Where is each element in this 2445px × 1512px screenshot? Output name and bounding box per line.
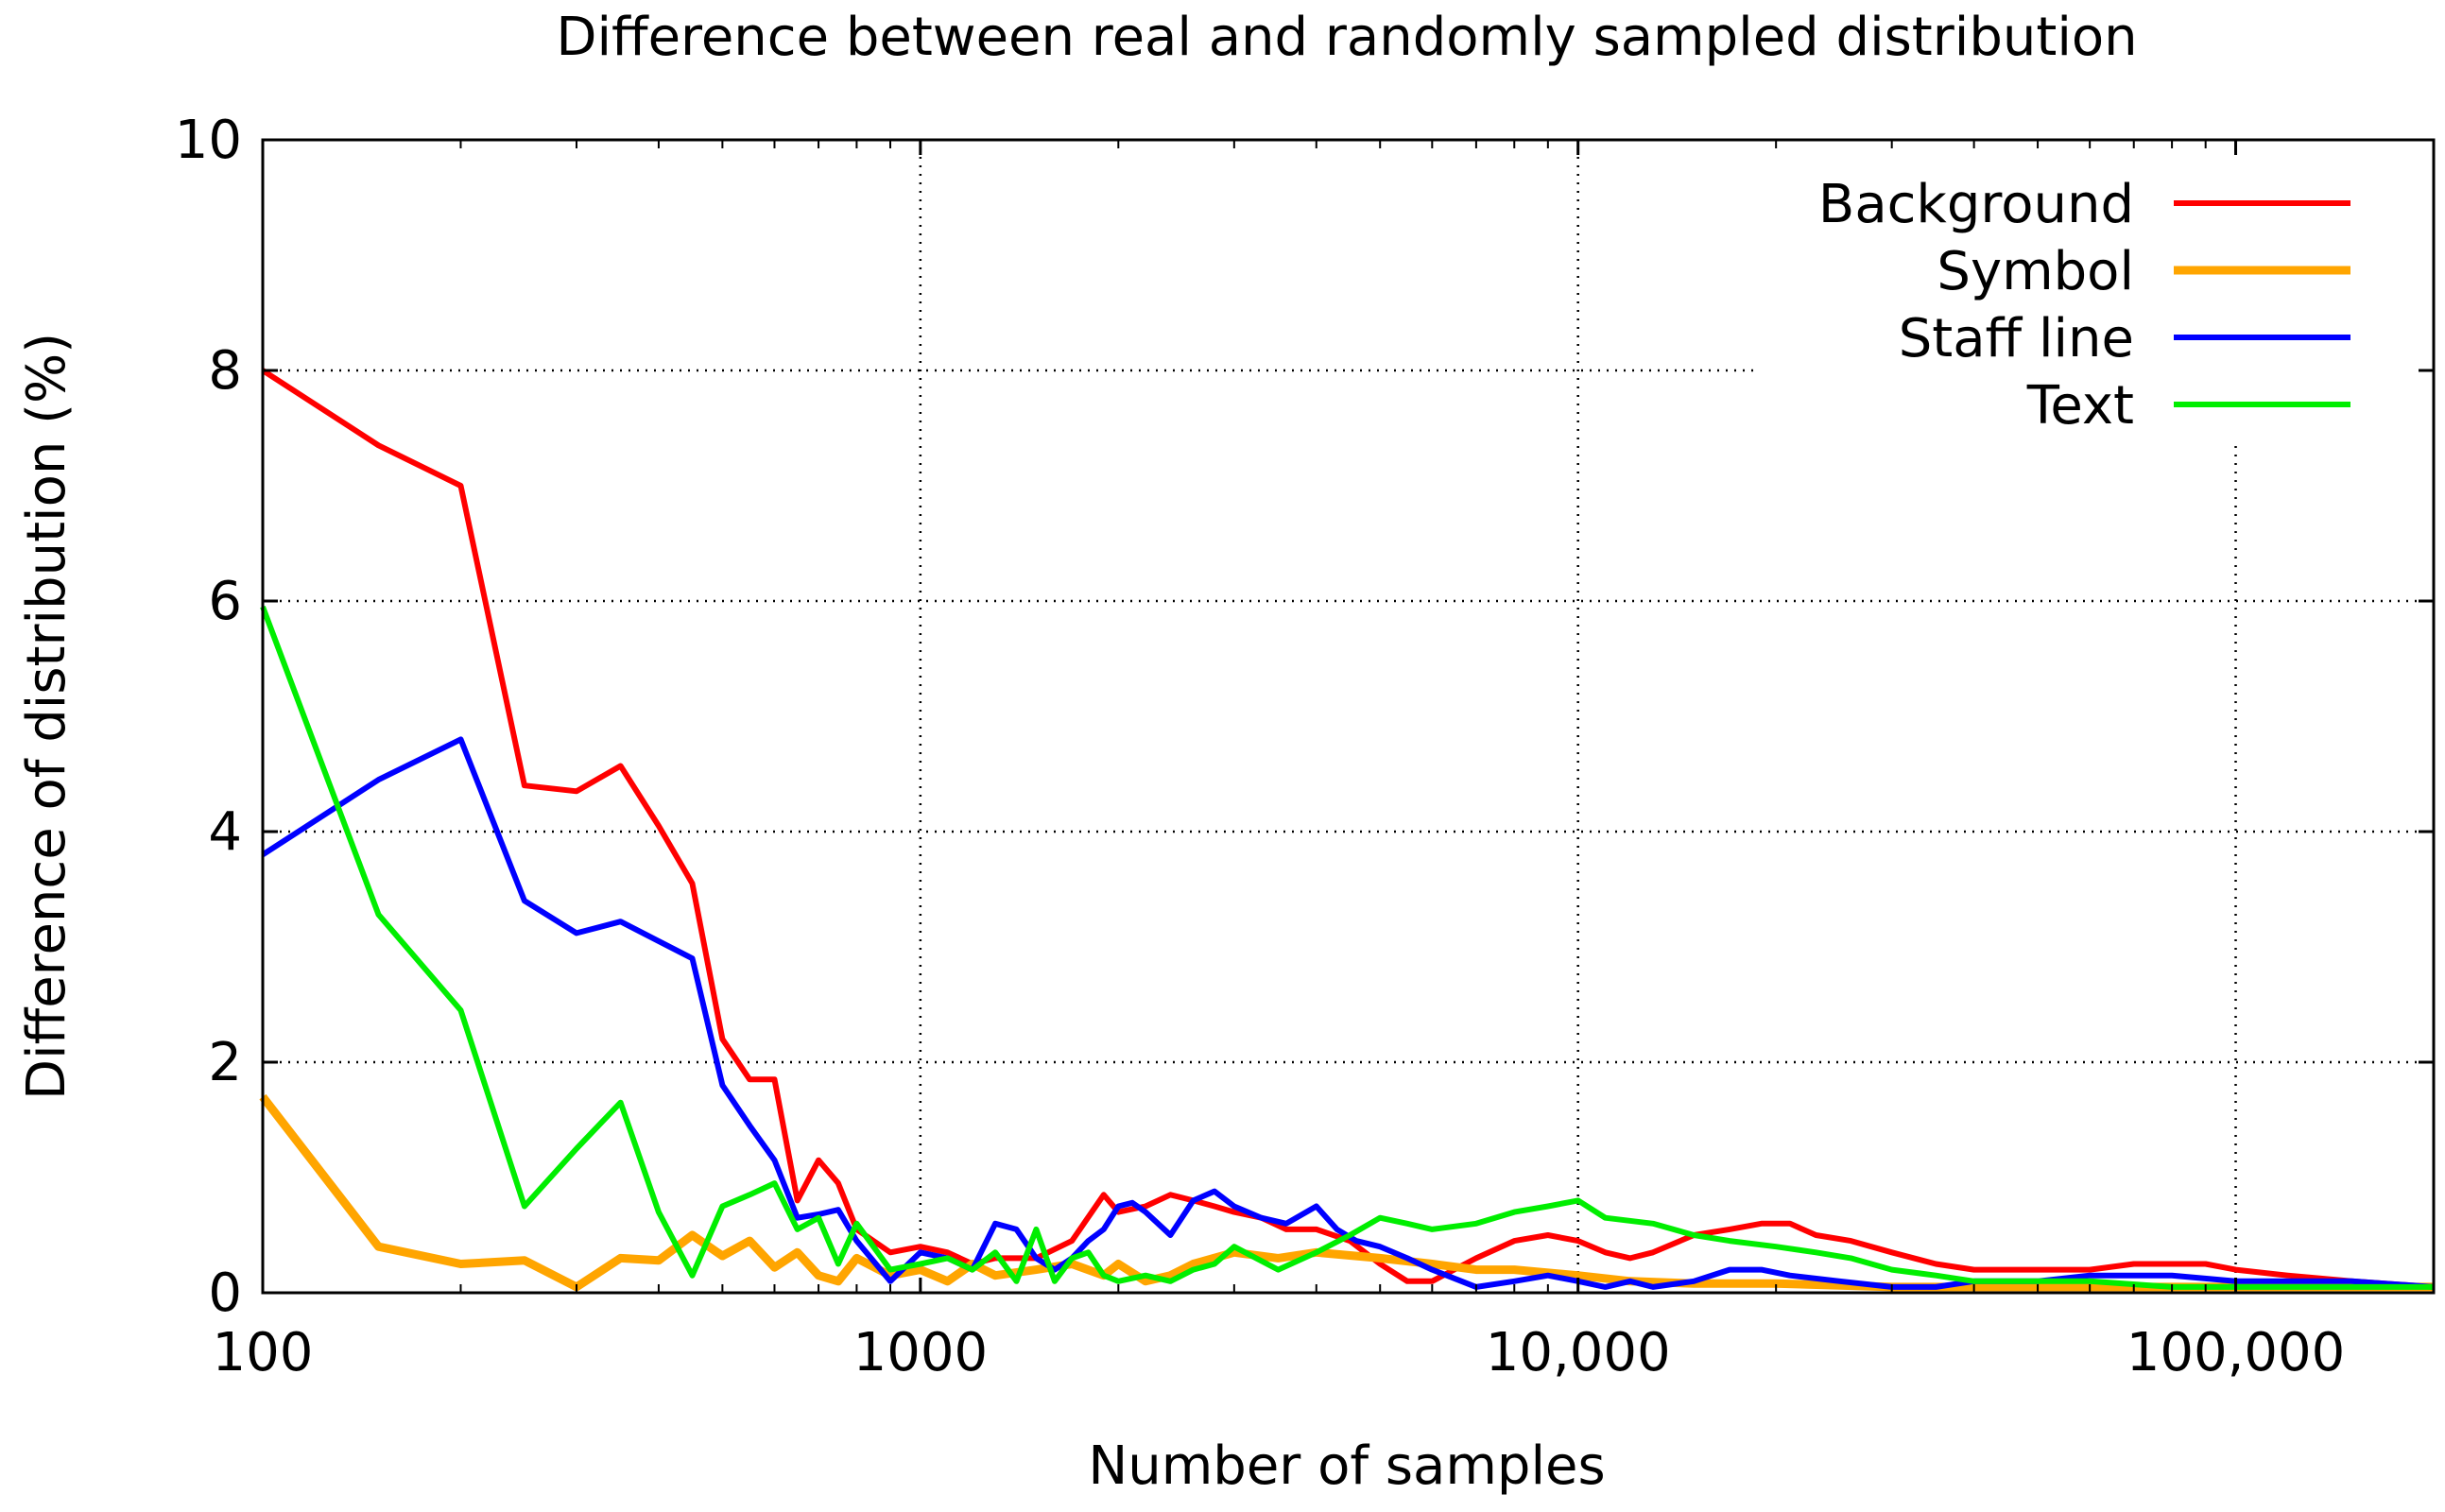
- y-tick-label: 4: [208, 801, 242, 863]
- series-line-staff-line: [261, 736, 2435, 1290]
- plot-area-frame: [261, 138, 2436, 1295]
- chart-title: Difference between real and randomly sam…: [556, 7, 2137, 68]
- grid: [263, 140, 2434, 1293]
- series-line-text: [260, 606, 2434, 1290]
- series-line-symbol: [259, 1093, 2434, 1292]
- x-axis-label: Number of samples: [1088, 1435, 1605, 1497]
- y-tick-label: 6: [208, 571, 242, 632]
- x-tick-label: 100,000: [2126, 1322, 2346, 1383]
- legend-label: Staff line: [1899, 308, 2134, 369]
- y-tick-label: 2: [208, 1032, 242, 1093]
- y-tick-label: 8: [208, 340, 242, 402]
- x-tick-label: 1000: [853, 1322, 989, 1383]
- axis-ticks: 0 2 4 6 8 10 100 1000 10,000 100,000: [175, 110, 2434, 1383]
- y-tick-label: 0: [208, 1263, 242, 1324]
- legend-background: [1758, 151, 2429, 439]
- y-tick-label: 10: [175, 110, 242, 171]
- legend-label: Background: [1818, 174, 2134, 235]
- series-layer: [259, 368, 2435, 1292]
- x-tick-label: 100: [213, 1322, 314, 1383]
- legend-label: Text: [2026, 375, 2134, 437]
- y-axis-label: Difference of distribution (%): [16, 333, 77, 1100]
- legend-label: Symbol: [1937, 241, 2134, 302]
- x-tick-label: 10,000: [1486, 1322, 1671, 1383]
- series-line-background: [261, 368, 2435, 1290]
